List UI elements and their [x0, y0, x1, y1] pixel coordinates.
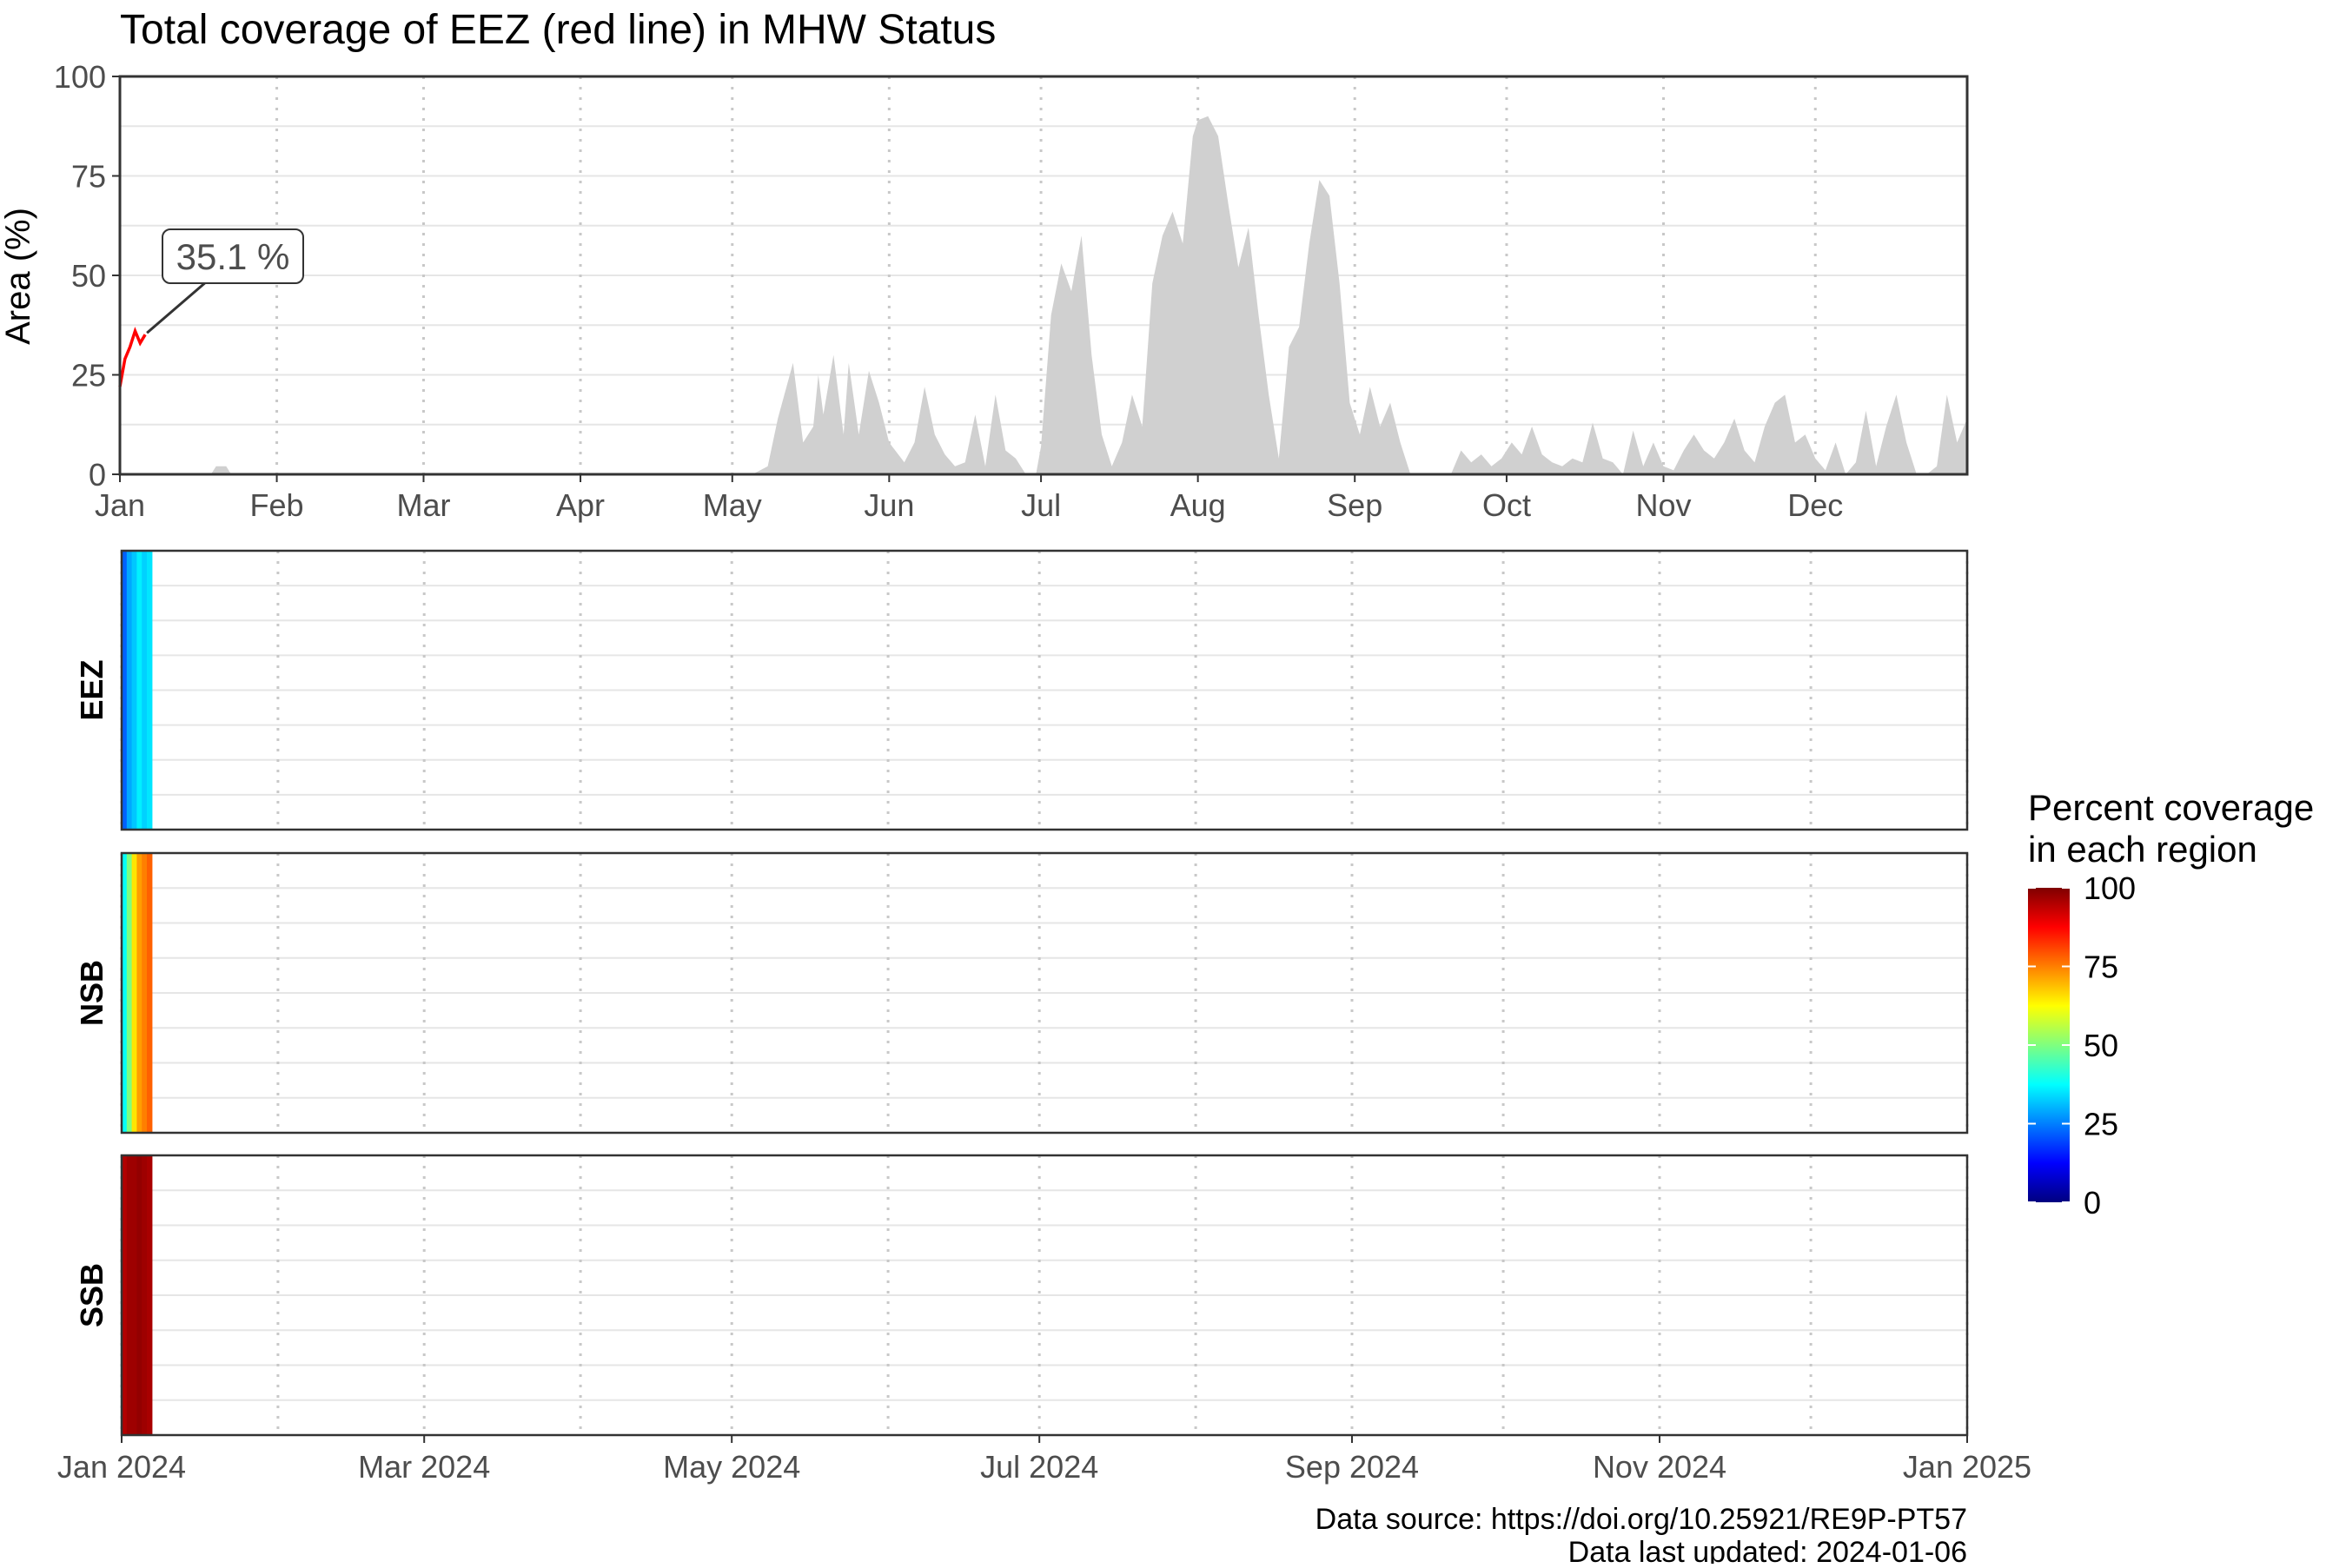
coverage-area	[120, 116, 1967, 475]
facet-label: NSB	[74, 960, 109, 1026]
heat-cell	[147, 1155, 153, 1435]
heat-cell	[122, 853, 128, 1133]
chart-title: Total coverage of EEZ (red line) in MHW …	[120, 7, 996, 53]
bottom-x-axis-ticks: Jan 2024 Mar 2024 May 2024 Jul 2024 Sep 2024…	[57, 1435, 2031, 1485]
y-tick-label: 50	[71, 258, 106, 294]
x-tick-label: May	[703, 487, 762, 523]
colorbar-legend: Percent coverage in each region 0 25 50 75 1…	[2028, 787, 2314, 1221]
heat-cell	[131, 853, 138, 1133]
heat-cell	[147, 551, 153, 830]
x-tick-label: Jan	[95, 487, 145, 523]
heat-cell	[142, 551, 148, 830]
x-tick-label: Nov	[1636, 487, 1692, 523]
legend-tick-label: 0	[2084, 1185, 2101, 1221]
legend-tick-label: 50	[2084, 1028, 2118, 1063]
top-gridlines	[118, 76, 1967, 475]
y-tick-label: 100	[54, 59, 106, 95]
facet-label: SSB	[74, 1263, 109, 1327]
heat-cell	[136, 551, 142, 830]
legend-tick-label: 75	[2084, 949, 2118, 985]
x-tick-label: Oct	[1482, 487, 1531, 523]
heat-cell	[126, 853, 133, 1133]
area-chart-panel: 0 25 50 75 100 Jan Feb Mar Apr May Jun Jul Aug Sep Oc…	[54, 59, 1969, 523]
heat-cell	[136, 853, 142, 1133]
facet-panel-nsb: NSB	[74, 851, 1969, 1135]
heat-cell	[142, 853, 148, 1133]
annotation-label: 35.1 %	[176, 236, 290, 277]
facet-panel-eez: EEZ	[74, 549, 1969, 831]
heat-cell	[147, 853, 153, 1133]
legend-title-line1: Percent coverage	[2028, 787, 2314, 828]
heat-cell	[126, 1155, 133, 1435]
x-tick-label: Apr	[556, 487, 605, 523]
annotation-label-box	[162, 228, 304, 284]
eez-line-layer	[118, 327, 147, 387]
x-tick-label: Feb	[250, 487, 304, 523]
x-tick-label: Aug	[1170, 487, 1226, 523]
legend-ticks: 0 25 50 75 100	[2028, 870, 2136, 1221]
y-axis-ticks: 0 25 50 75 100	[54, 59, 120, 493]
legend-tick-label: 100	[2084, 870, 2136, 906]
x-tick-label: Dec	[1787, 487, 1843, 523]
y-axis-label: Area (%)	[0, 208, 37, 345]
bottom-x-tick-label: Jan 2024	[57, 1449, 186, 1485]
x-tick-label: Jun	[864, 487, 914, 523]
coverage-area-layer	[120, 116, 1967, 475]
heat-cell	[136, 1155, 142, 1435]
bottom-x-tick-label: Sep 2024	[1285, 1449, 1419, 1485]
facet-label: EEZ	[74, 659, 109, 720]
heatmap-facets: EEZ NSB SSB	[74, 549, 1969, 1437]
heat-cell	[122, 1155, 128, 1435]
heat-cell	[131, 551, 138, 830]
legend-tick-label: 25	[2084, 1107, 2118, 1142]
annotation-leader-line	[146, 281, 206, 334]
eez-coverage-line	[118, 327, 147, 387]
x-tick-label: Jul	[1021, 487, 1061, 523]
legend-title-line2: in each region	[2028, 829, 2257, 870]
y-tick-label: 75	[71, 159, 106, 195]
latest-value-annotation: 35.1 %	[146, 228, 304, 334]
heat-cell	[126, 551, 133, 830]
bottom-x-tick-label: May 2024	[663, 1449, 800, 1485]
x-axis-month-ticks: Jan Feb Mar Apr May Jun Jul Aug Sep Oct Nov Dec	[95, 474, 1843, 523]
caption-data-source: Data source: https://doi.org/10.25921/RE…	[1315, 1503, 1967, 1536]
x-tick-label: Sep	[1327, 487, 1382, 523]
heat-cell	[142, 1155, 148, 1435]
bottom-x-tick-label: Mar 2024	[358, 1449, 490, 1485]
facet-frame	[120, 851, 1969, 1135]
heat-cell	[131, 1155, 138, 1435]
bottom-x-tick-label: Jan 2025	[1903, 1449, 2031, 1485]
facet-panel-ssb: SSB	[74, 1154, 1969, 1437]
heat-cell	[122, 551, 128, 830]
bottom-x-tick-label: Jul 2024	[980, 1449, 1098, 1485]
facet-frame	[120, 549, 1969, 831]
caption-last-updated: Data last updated: 2024-01-06	[1568, 1536, 1967, 1564]
facet-frame	[120, 1154, 1969, 1437]
bottom-x-tick-label: Nov 2024	[1593, 1449, 1726, 1485]
y-tick-label: 0	[89, 457, 106, 493]
y-tick-label: 25	[71, 358, 106, 394]
x-tick-label: Mar	[396, 487, 450, 523]
